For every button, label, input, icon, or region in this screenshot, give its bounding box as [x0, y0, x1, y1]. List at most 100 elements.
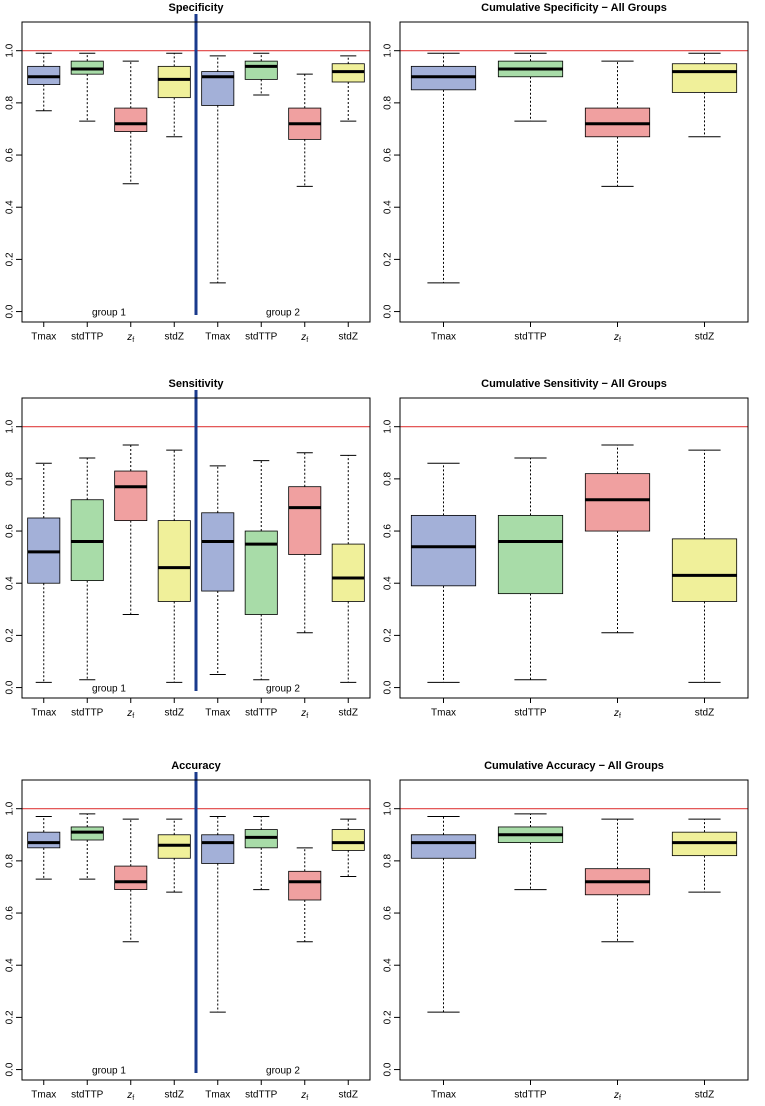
x-tick-label: zf [126, 332, 134, 344]
group-label: group 1 [92, 1066, 126, 1077]
x-tick-label: stdTTP [71, 1090, 104, 1101]
box [70, 457, 104, 681]
box-body [157, 65, 191, 99]
box-body [27, 831, 61, 849]
x-tick-label-main: z [300, 708, 306, 719]
y-tick-label: 1.0 [383, 419, 394, 433]
x-tick-label-sub: f [132, 713, 134, 720]
chart-title: Cumulative Sensitivity − All Groups [481, 378, 667, 390]
box [671, 52, 738, 138]
y-tick-label: 0.2 [5, 628, 16, 642]
box [331, 454, 365, 683]
x-tick-label-main: z [126, 332, 132, 343]
box [27, 52, 61, 112]
x-tick-label: zf [300, 708, 308, 720]
x-tick-label: zf [300, 332, 308, 344]
box [244, 52, 278, 96]
box-body [157, 520, 191, 602]
box [584, 818, 651, 943]
x-tick-label-sub: f [132, 1095, 134, 1102]
x-tick-label: stdTTP [514, 332, 547, 343]
box [244, 460, 278, 681]
y-tick-label: 0.6 [383, 148, 394, 162]
y-tick-label: 1.0 [5, 801, 16, 815]
plot-frame [399, 21, 749, 323]
y-tick-label: 0.0 [383, 680, 394, 694]
box-body [244, 60, 278, 80]
x-tick-label: Tmax [205, 1090, 230, 1101]
x-tick-label: stdTTP [245, 332, 278, 343]
box [70, 813, 104, 880]
x-tick-label: stdZ [165, 1090, 184, 1101]
y-tick-label: 0.4 [5, 958, 16, 972]
group-label: group 1 [92, 684, 126, 695]
box-body [201, 834, 235, 864]
box-body [331, 543, 365, 602]
box [497, 457, 564, 681]
box [497, 52, 564, 122]
x-tick-label-main: z [126, 708, 132, 719]
box [584, 60, 651, 187]
x-tick-label: Tmax [205, 708, 230, 719]
box-body [114, 470, 148, 522]
x-tick-label: Tmax [31, 708, 56, 719]
group-label: group 2 [266, 1066, 300, 1077]
y-tick-label: 0.6 [383, 524, 394, 538]
x-tick-label: Tmax [31, 1090, 56, 1101]
y-tick-label: 0.2 [383, 628, 394, 642]
y-tick-label: 0.4 [383, 576, 394, 590]
y-tick-label: 1.0 [383, 43, 394, 57]
y-tick-label: 0.0 [383, 1062, 394, 1076]
x-tick-label: stdTTP [245, 1090, 278, 1101]
box-body [671, 63, 738, 93]
box-body [201, 512, 235, 592]
x-tick-label-sub: f [619, 337, 621, 344]
x-tick-label: zf [613, 708, 621, 720]
box [114, 444, 148, 616]
x-tick-label: zf [613, 1090, 621, 1102]
box-body [584, 473, 651, 532]
plot-frame [399, 779, 749, 1081]
y-tick-label: 0.2 [383, 252, 394, 266]
y-tick-label: 0.8 [5, 95, 16, 109]
y-tick-label: 0.2 [5, 252, 16, 266]
box [201, 465, 235, 676]
x-tick-label-sub: f [306, 1095, 308, 1102]
box [157, 449, 191, 683]
y-tick-label: 1.0 [5, 419, 16, 433]
x-tick-label: stdTTP [514, 1090, 547, 1101]
box [331, 55, 365, 122]
x-tick-label: stdZ [165, 332, 184, 343]
x-tick-label-main: z [613, 332, 619, 343]
group-label: group 2 [266, 684, 300, 695]
y-tick-label: 0.6 [5, 906, 16, 920]
x-tick-label: stdZ [695, 708, 714, 719]
y-tick-label: 0.8 [5, 853, 16, 867]
x-tick-label: zf [126, 1090, 134, 1102]
box [410, 816, 477, 1013]
chart-title: Cumulative Specificity − All Groups [481, 2, 667, 14]
x-tick-label: Tmax [431, 708, 456, 719]
plot-frame [399, 397, 749, 699]
box-body [671, 538, 738, 602]
y-tick-label: 0.6 [383, 906, 394, 920]
x-tick-label: stdZ [695, 332, 714, 343]
y-tick-label: 0.4 [5, 576, 16, 590]
x-tick-label: stdTTP [71, 708, 104, 719]
y-tick-label: 0.0 [5, 304, 16, 318]
group-label: group 1 [92, 308, 126, 319]
x-tick-label: Tmax [431, 1090, 456, 1101]
group-label: group 2 [266, 308, 300, 319]
box [201, 55, 235, 284]
x-tick-label: stdZ [339, 1090, 358, 1101]
x-tick-label: zf [300, 1090, 308, 1102]
y-tick-label: 0.4 [383, 958, 394, 972]
y-tick-label: 0.2 [5, 1010, 16, 1024]
box-body [288, 870, 322, 901]
box [410, 462, 477, 683]
x-tick-label-main: z [613, 708, 619, 719]
x-tick-label: stdZ [165, 708, 184, 719]
box [671, 818, 738, 893]
chart-title: Accuracy [171, 760, 221, 772]
